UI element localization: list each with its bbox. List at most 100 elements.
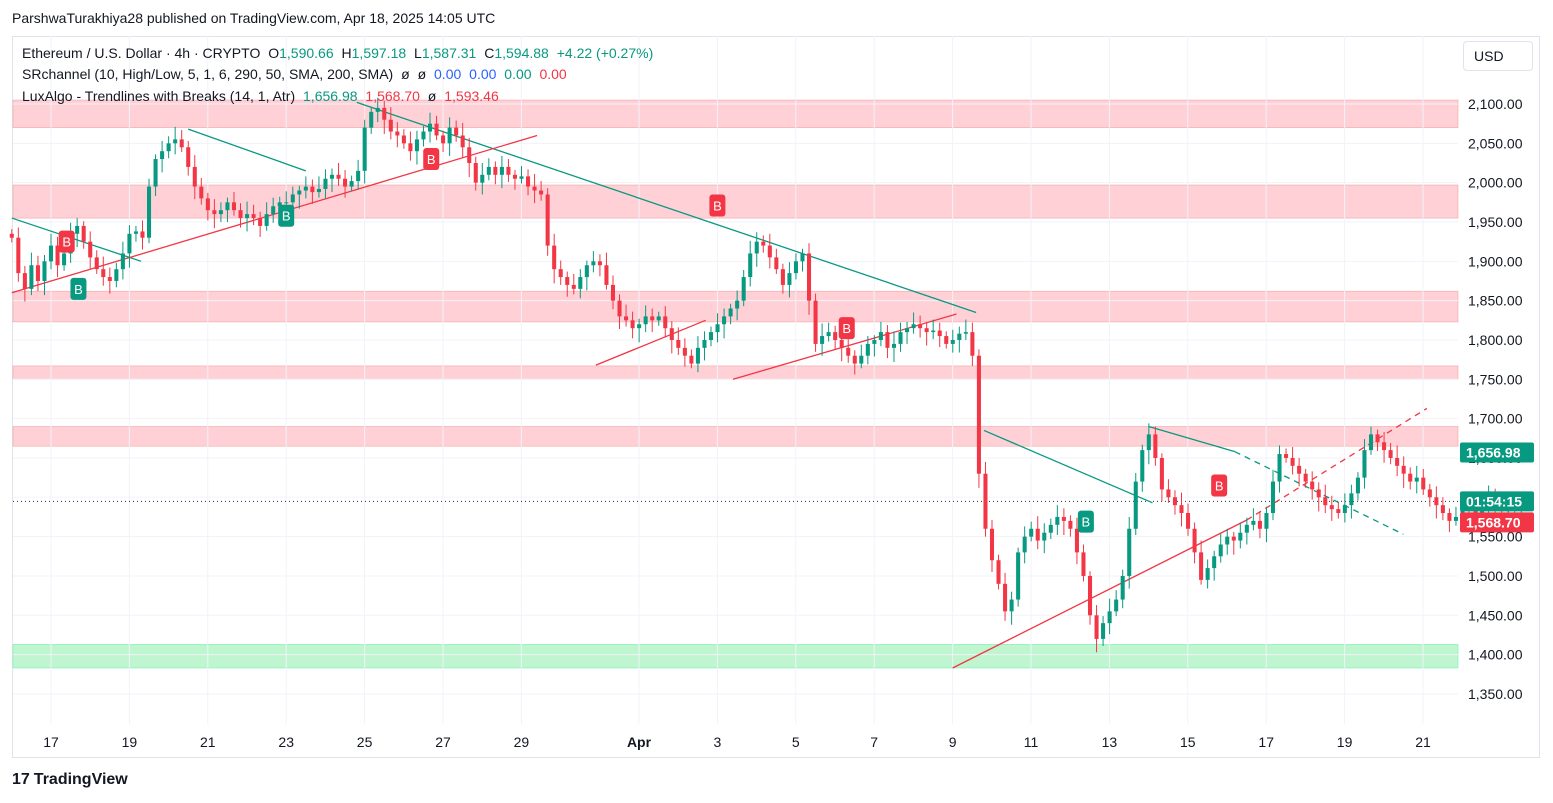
candle-body [1035,528,1040,541]
candle-body [905,328,910,333]
candle-body [1368,434,1374,451]
candle-body [35,265,40,281]
price-tick-label: 2,100.00 [1468,96,1523,112]
time-tick-label: 15 [1180,734,1196,750]
sr-zones [12,99,1459,669]
candle-body [310,186,315,193]
candle-body [1153,434,1158,458]
candle-body [186,147,191,167]
candle-body [839,339,844,348]
low-value: 1,587.31 [421,45,477,61]
candle-body [1042,532,1047,541]
price-tick-label: 1,800.00 [1468,332,1523,348]
price-tick-label: 1,700.00 [1468,411,1523,427]
candle-body [408,143,413,152]
candle-body [441,135,446,144]
candle-body [1395,457,1400,466]
support-zone [12,644,1459,669]
luxalgo-value-3: 1,593.46 [444,88,499,104]
candle-body [859,355,864,364]
candle-body [1447,513,1452,521]
tradingview-logo[interactable]: 17 TradingView [12,771,128,789]
candle-body [1342,505,1347,514]
candle-body [722,316,727,325]
time-tick-label: 29 [514,734,530,750]
price-tick-label: 1,900.00 [1468,253,1523,269]
candle-body [610,284,616,301]
candle-body [362,127,367,171]
candle-body [597,261,602,266]
time-tick-label: 5 [792,734,800,750]
candle-body [1408,473,1413,482]
candle-body [1048,524,1053,533]
candle-body [1179,505,1184,514]
candle-body [846,347,851,356]
candle-body [460,135,465,148]
resistance-zone [12,426,1459,447]
srchannel-value-2: 0.00 [469,66,497,82]
candle-body [1094,615,1099,639]
candle-body [545,194,550,246]
price-label: 1,568.70 [1460,512,1534,533]
candle-body [878,332,883,340]
price-tick-label: 1,850.00 [1468,293,1523,309]
candle-body [571,284,576,289]
trendline [983,429,1153,504]
break-marker-label: B [74,282,83,297]
srchannel-name[interactable]: SRchannel (10, High/Low, 5, 1, 6, 290, 5… [22,66,394,82]
candle-body [421,131,426,140]
break-marker: B [423,148,440,171]
break-marker-label: B [713,198,722,213]
trendline [1148,425,1236,453]
candle-body [231,202,237,211]
price-tick-label: 1,350.00 [1468,686,1523,702]
price-tick-label: 1,750.00 [1468,371,1523,387]
candle-body [539,190,544,195]
candle-body [944,336,949,344]
price-label-badge [1460,442,1534,463]
time-tick-label: 7 [870,734,878,750]
candle-body [1401,465,1406,474]
candle-body [199,186,204,199]
candle-body [329,174,335,179]
candle-body [630,320,635,329]
candle-body [1074,528,1079,553]
candle-body [1107,611,1112,624]
candle-body [336,174,341,179]
candle-body [1238,532,1243,541]
price-labels: 1,656.98 01:54:15 1,568.70 [1460,442,1534,533]
break-marker-label: B [1082,515,1091,530]
candle-body [937,330,942,337]
candle-body [101,269,106,278]
candle-body [1414,477,1419,482]
price-tick-label: 1,950.00 [1468,214,1523,230]
candle-body [1101,623,1106,639]
candle-body [395,131,400,136]
chart-frame [12,36,1540,758]
tradingview-logo-icon: 17 [12,771,30,788]
candle-body [1284,454,1289,458]
candle-body [865,343,870,356]
candle-body [1166,489,1171,498]
candle-body [1127,528,1132,576]
candle-body [702,339,707,348]
candle-body [343,178,348,187]
candle-body [316,188,321,193]
currency-selector[interactable]: USD [1463,41,1533,71]
candle-body [761,241,766,246]
candle-body [532,186,537,191]
candle-body [303,186,308,191]
candle-body [689,355,694,364]
candle-body [414,139,419,152]
break-markers: B B B B B B B B [58,148,1228,533]
candle-body [166,143,171,152]
luxalgo-name[interactable]: LuxAlgo - Trendlines with Breaks (14, 1,… [22,88,296,104]
candle-body [22,273,27,289]
candle-body [434,123,439,136]
candle-body [55,245,60,266]
symbol-name[interactable]: Ethereum / U.S. Dollar · 4h · CRYPTO [22,45,261,61]
candle-body [16,237,21,274]
candle-body [486,166,491,175]
candle-body [604,265,609,285]
